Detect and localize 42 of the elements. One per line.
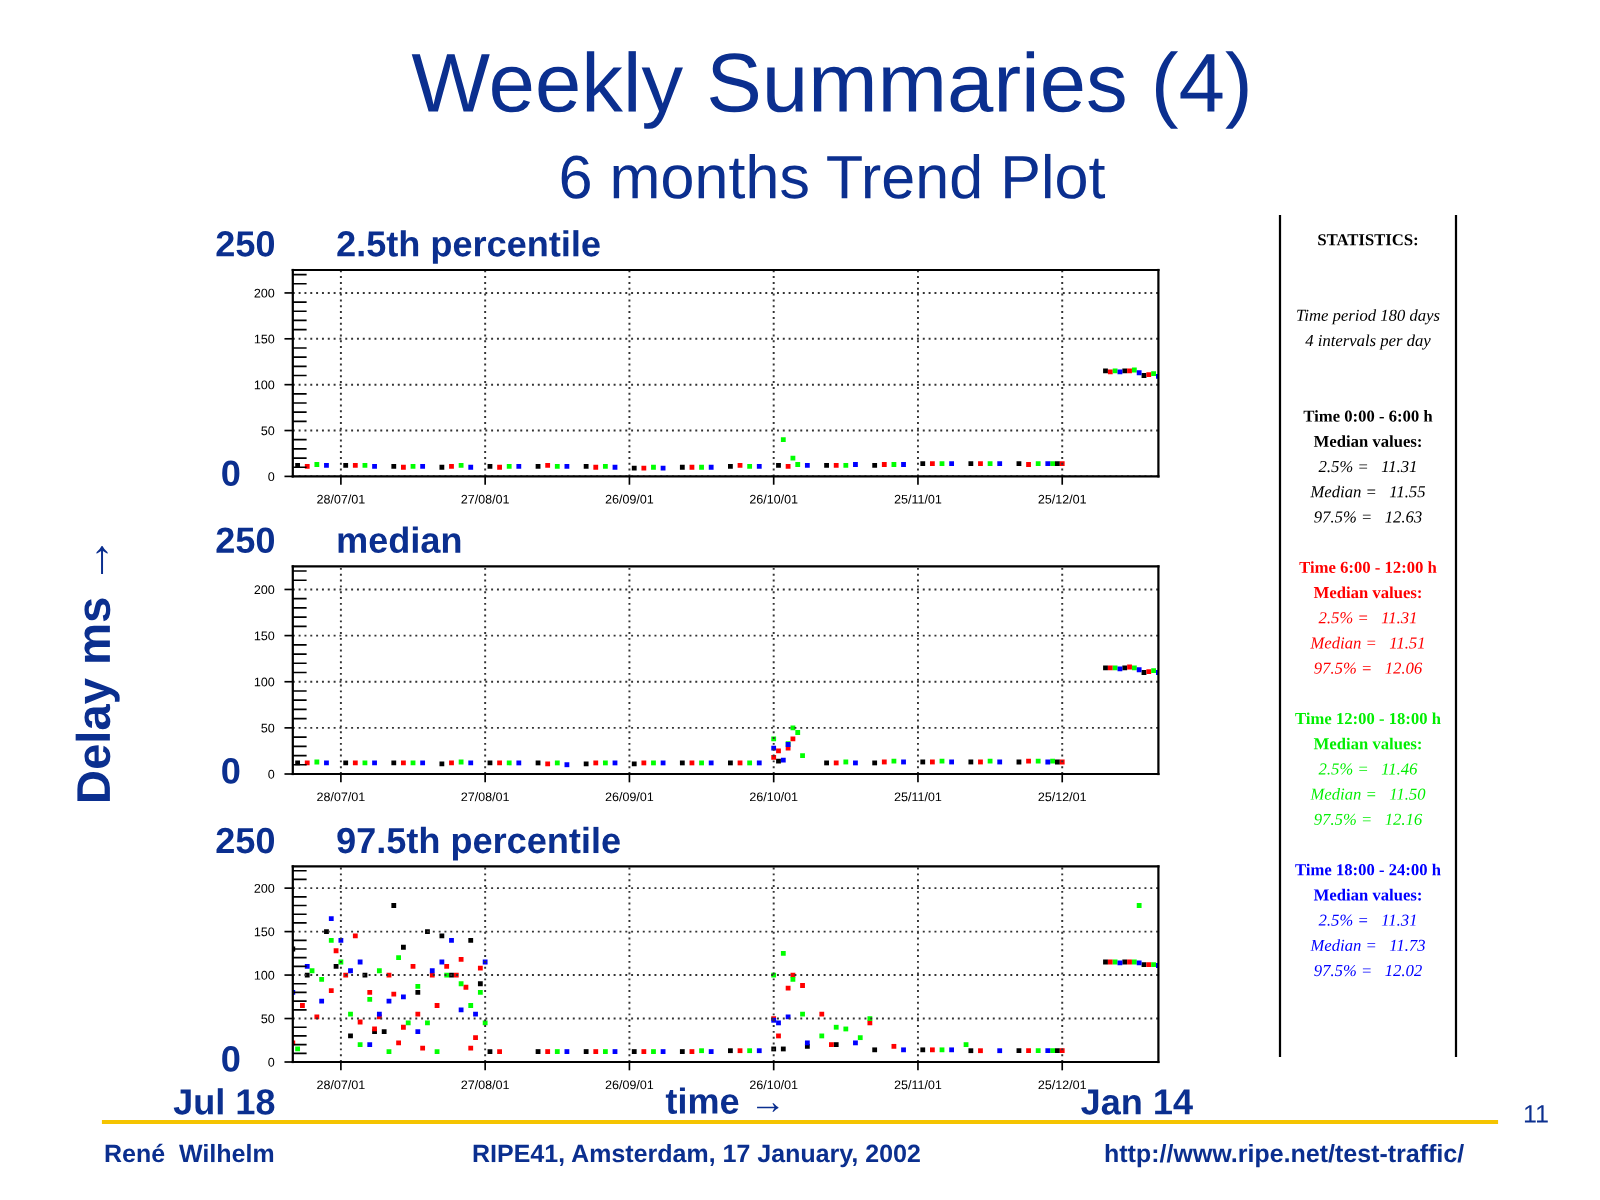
- chart-title: Weekly Summaries (4): [411, 51, 1248, 129]
- text: Time 0:00 - 6:00 h: [1303, 410, 1433, 422]
- text: 2.5% = 11.31: [1318, 612, 1416, 624]
- text: 2.5th percentile: [337, 230, 600, 264]
- text: median: [338, 526, 461, 554]
- text: 11: [1524, 1105, 1548, 1123]
- text: 250: [216, 231, 275, 257]
- text: 250: [216, 527, 275, 554]
- text: 0: [222, 1046, 240, 1072]
- x-axis-title: time →: [665, 1087, 779, 1114]
- text: 0: [222, 460, 240, 487]
- text: Median = 11.51: [1310, 636, 1424, 649]
- text: http://www.ripe.net/test-traffic/: [1105, 1143, 1464, 1168]
- text: Jul 18: [173, 1088, 275, 1115]
- text: 2.5% = 11.46: [1318, 763, 1418, 775]
- text: 97.5% = 12.02: [1314, 964, 1422, 977]
- text: Median values:: [1313, 888, 1421, 901]
- text: Time 6:00 - 12:00 h: [1299, 561, 1437, 574]
- text: Time 18:00 - 24:00 h: [1295, 863, 1441, 876]
- text: Median = 11.73: [1310, 939, 1425, 952]
- text: 97.5th percentile: [337, 826, 620, 861]
- text: 250: [216, 827, 275, 854]
- y-axis-title: Delay ms →: [75, 545, 120, 801]
- text: 0: [222, 758, 240, 784]
- text: Median values:: [1313, 435, 1421, 448]
- text: 2.5% = 11.31: [1318, 460, 1416, 473]
- text: Median values:: [1313, 586, 1421, 599]
- text: STATISTICS:: [1318, 234, 1418, 246]
- text: Time period 180 days: [1297, 309, 1440, 325]
- text: RIPE41, Amsterdam, 17 January, 2002: [473, 1143, 920, 1168]
- text: René Wilhelm: [105, 1143, 274, 1163]
- text: Median values:: [1313, 737, 1421, 750]
- text: Time 12:00 - 18:00 h: [1295, 712, 1441, 725]
- text: 97.5% = 12.16: [1314, 813, 1423, 826]
- text: 4 intervals per day: [1305, 334, 1431, 350]
- chart-subtitle: 6 months Trend Plot: [561, 153, 1106, 199]
- text: 97.5% = 12.63: [1314, 511, 1422, 523]
- text: 97.5% = 12.06: [1314, 662, 1423, 674]
- text: Median = 11.55: [1310, 485, 1426, 498]
- text: 2.5% = 11.31: [1318, 914, 1416, 926]
- text: Median = 11.50: [1310, 788, 1426, 800]
- text: Jan 14: [1081, 1089, 1193, 1115]
